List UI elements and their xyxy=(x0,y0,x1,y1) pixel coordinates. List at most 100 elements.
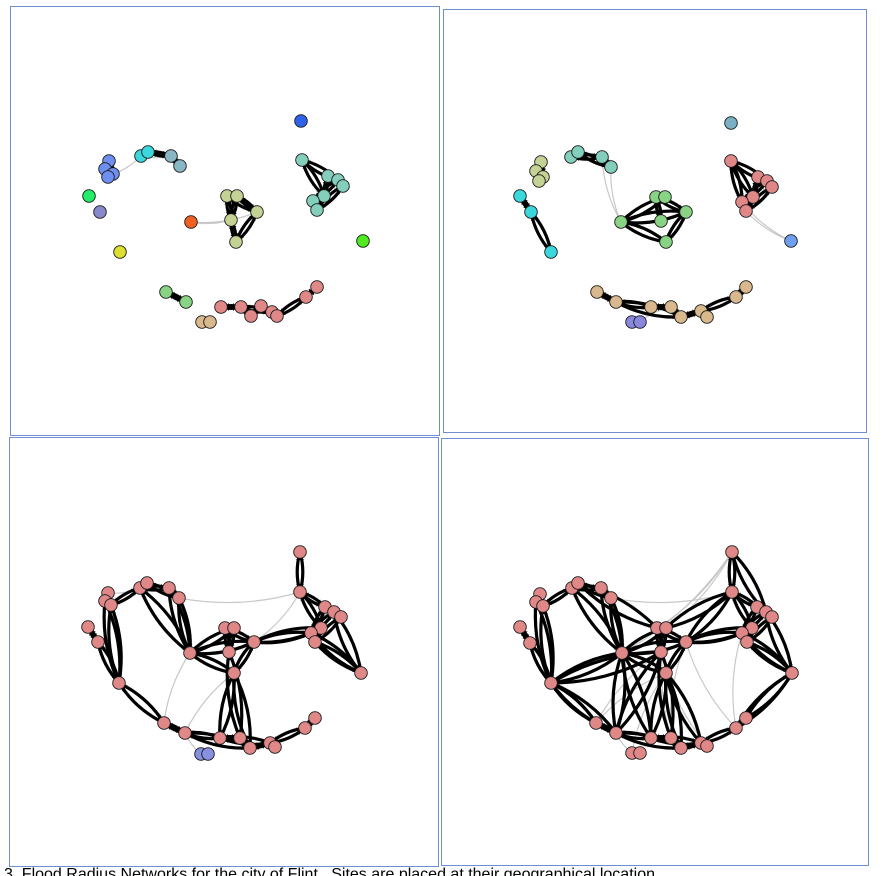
site-node xyxy=(201,747,215,761)
site-node xyxy=(224,213,238,227)
site-node xyxy=(184,215,198,229)
edge-arrowhead xyxy=(167,591,176,597)
site-node xyxy=(674,310,688,324)
site-node xyxy=(765,180,779,194)
network-graph-2 xyxy=(513,116,798,329)
site-node xyxy=(594,581,608,595)
site-node xyxy=(270,309,284,323)
strong-edge xyxy=(620,651,653,740)
site-node xyxy=(589,716,603,730)
site-node xyxy=(230,189,244,203)
network-panel-2 xyxy=(443,9,867,433)
site-node xyxy=(172,591,186,605)
strong-edge xyxy=(611,651,624,735)
site-node xyxy=(785,666,799,680)
strong-edge xyxy=(549,650,663,685)
site-node xyxy=(213,731,227,745)
site-node xyxy=(173,159,187,173)
figure-caption: 3. Flood Radius Networks for the city of… xyxy=(4,866,655,876)
site-node xyxy=(725,585,739,599)
site-node xyxy=(725,545,739,559)
site-node xyxy=(724,154,738,168)
site-node xyxy=(664,300,678,314)
site-node xyxy=(729,721,743,735)
site-node xyxy=(294,114,308,128)
site-node xyxy=(765,610,779,624)
site-node xyxy=(310,280,324,294)
strong-edge xyxy=(620,651,653,740)
site-node xyxy=(614,215,628,229)
site-node xyxy=(604,160,618,174)
site-node xyxy=(544,676,558,690)
strong-edge xyxy=(614,650,663,735)
site-node xyxy=(595,150,609,164)
site-node xyxy=(81,620,95,634)
site-node xyxy=(644,300,658,314)
edge-arrowhead xyxy=(599,591,608,597)
site-node xyxy=(679,205,693,219)
site-node xyxy=(299,290,313,304)
site-node xyxy=(164,149,178,163)
site-node xyxy=(308,711,322,725)
site-node xyxy=(609,726,623,740)
site-node xyxy=(91,635,105,649)
network-panel-1 xyxy=(10,6,440,436)
site-node xyxy=(513,189,527,203)
site-node xyxy=(336,179,350,193)
strong-edge xyxy=(744,671,794,720)
network-panel-4 xyxy=(441,438,869,866)
site-node xyxy=(244,309,258,323)
site-node xyxy=(523,636,537,650)
site-node xyxy=(243,741,257,755)
strong-edge xyxy=(576,581,659,630)
site-node xyxy=(571,576,585,590)
site-node xyxy=(203,315,217,329)
site-node xyxy=(784,234,798,248)
site-node xyxy=(513,620,527,634)
site-node xyxy=(104,598,118,612)
strong-edge xyxy=(614,650,663,735)
weak-edge xyxy=(685,641,737,729)
site-node xyxy=(250,205,264,219)
site-node xyxy=(159,285,173,299)
site-node xyxy=(664,731,678,745)
site-node xyxy=(227,621,241,635)
site-node xyxy=(354,666,368,680)
strong-edge xyxy=(138,586,192,655)
weak-edge xyxy=(732,632,743,729)
network-panel-3 xyxy=(9,437,439,867)
site-node xyxy=(729,290,743,304)
site-node xyxy=(268,740,282,754)
site-node xyxy=(654,645,668,659)
site-node xyxy=(659,621,673,635)
site-node xyxy=(233,731,247,745)
weak-edge xyxy=(163,652,191,724)
site-node xyxy=(293,585,307,599)
site-node xyxy=(308,635,322,649)
site-node xyxy=(140,576,154,590)
site-node xyxy=(674,741,688,755)
site-node xyxy=(356,234,370,248)
site-node xyxy=(746,190,760,204)
site-node xyxy=(739,204,753,218)
weak-edge xyxy=(178,591,301,604)
site-node xyxy=(740,635,754,649)
network-graph-1 xyxy=(82,114,370,329)
site-node xyxy=(739,711,753,725)
site-node xyxy=(571,145,585,159)
site-node xyxy=(234,300,248,314)
site-node xyxy=(247,635,261,649)
site-node xyxy=(654,214,668,228)
site-node xyxy=(82,189,96,203)
weak-edge xyxy=(745,210,792,242)
site-node xyxy=(141,145,155,159)
site-node xyxy=(659,235,673,249)
site-node xyxy=(101,170,115,184)
strong-edge xyxy=(744,671,794,720)
site-node xyxy=(179,295,193,309)
site-node xyxy=(298,721,312,735)
strong-edge xyxy=(138,586,192,655)
site-node xyxy=(644,731,658,745)
site-node xyxy=(700,739,714,753)
site-node xyxy=(254,299,268,313)
